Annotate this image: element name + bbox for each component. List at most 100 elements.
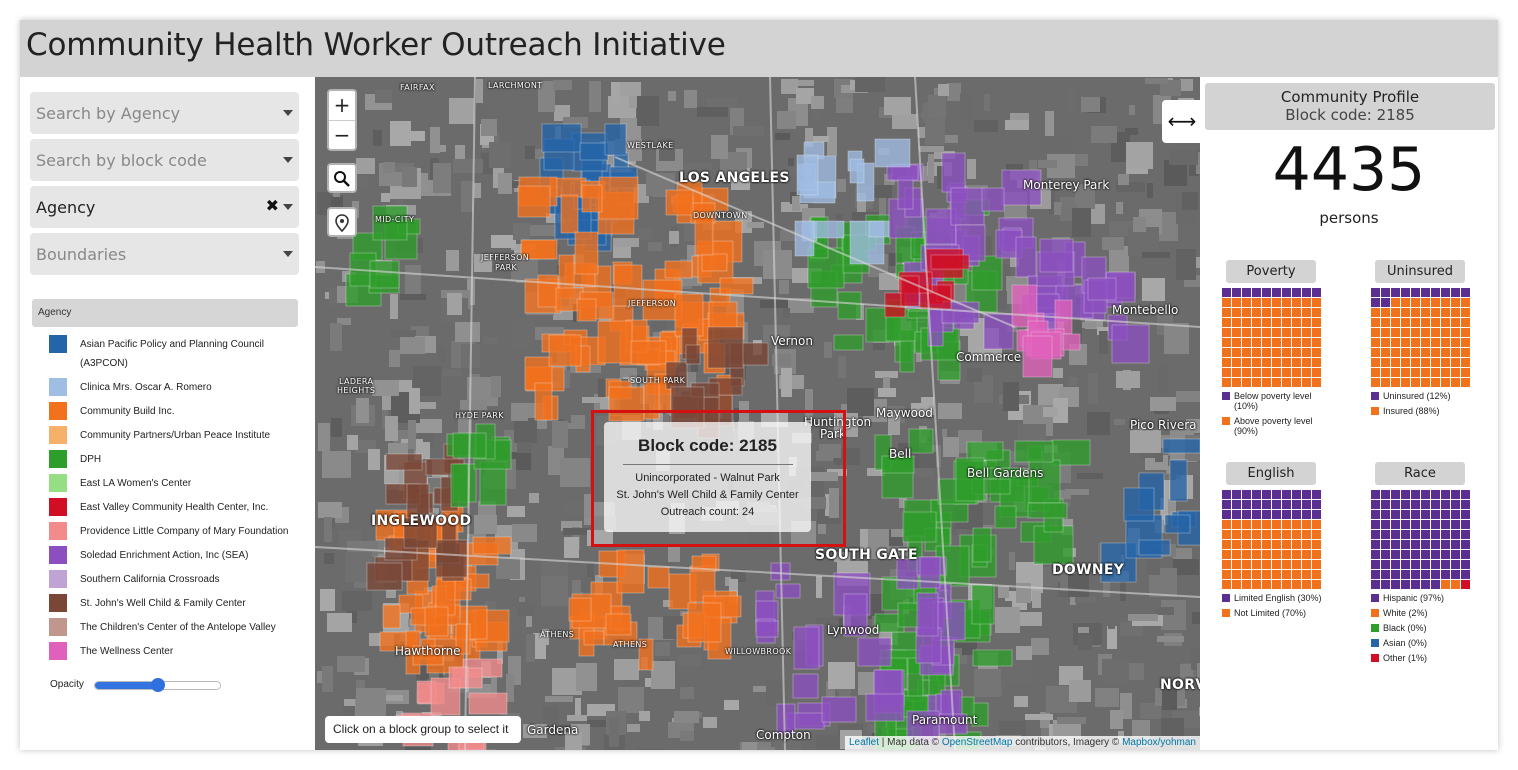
block-group-polygon[interactable]	[581, 184, 603, 213]
block-group-polygon[interactable]	[1014, 440, 1054, 463]
block-group-polygon[interactable]	[385, 453, 423, 471]
block-group-polygon[interactable]	[950, 187, 985, 226]
block-group-polygon[interactable]	[707, 326, 744, 369]
block-group-polygon[interactable]	[897, 176, 914, 210]
block-group-polygon[interactable]	[701, 253, 728, 272]
block-group-polygon[interactable]	[1100, 542, 1137, 583]
block-group-polygon[interactable]	[1022, 335, 1053, 378]
block-group-polygon[interactable]	[881, 455, 915, 474]
boundaries-select[interactable]: Boundaries	[30, 233, 299, 275]
block-group-polygon[interactable]	[811, 220, 845, 239]
block-group-polygon[interactable]	[1015, 236, 1037, 278]
opacity-slider-thumb[interactable]	[150, 678, 165, 692]
block-group-polygon[interactable]	[865, 693, 905, 722]
block-group-polygon[interactable]	[548, 334, 582, 367]
block-group-polygon[interactable]	[448, 666, 469, 689]
zoom-in-button[interactable]: +	[333, 93, 351, 117]
chevron-down-icon[interactable]	[283, 110, 293, 116]
block-code-search-select[interactable]: Search by block code	[30, 139, 299, 181]
block-group-polygon[interactable]	[616, 549, 645, 594]
chevron-down-icon[interactable]	[283, 251, 293, 257]
block-group-polygon[interactable]	[775, 583, 801, 599]
block-group-polygon[interactable]	[630, 340, 667, 365]
clear-icon[interactable]: ✖	[265, 196, 279, 215]
block-group-polygon[interactable]	[520, 239, 558, 260]
block-group-polygon[interactable]	[647, 566, 670, 589]
block-group-polygon[interactable]	[792, 673, 819, 699]
block-group-polygon[interactable]	[412, 645, 444, 666]
block-group-polygon[interactable]	[472, 536, 512, 555]
map[interactable]: FAIRFAX LARCHMONT WESTLAKE LOS ANGELES DOWNT…	[315, 77, 1200, 750]
block-group-polygon[interactable]	[1028, 459, 1061, 504]
block-group-polygon[interactable]	[605, 613, 632, 636]
block-group-polygon[interactable]	[1087, 277, 1117, 301]
block-group-polygon[interactable]	[821, 696, 857, 723]
block-group-polygon[interactable]	[857, 637, 892, 667]
map-search-button[interactable]	[327, 163, 357, 193]
block-group-polygon[interactable]	[843, 593, 868, 637]
block-group-polygon[interactable]	[919, 556, 941, 589]
block-group-polygon[interactable]	[896, 558, 919, 590]
leaflet-link[interactable]: Leaflet	[849, 737, 880, 748]
osm-link[interactable]: OpenStreetMap	[941, 737, 1013, 748]
block-group-polygon[interactable]	[541, 123, 582, 153]
block-group-polygon[interactable]	[1039, 238, 1074, 273]
expand-panel-button[interactable]: ⟷	[1162, 100, 1200, 143]
block-group-polygon[interactable]	[837, 291, 862, 320]
chevron-down-icon[interactable]	[283, 157, 293, 163]
block-group-polygon[interactable]	[613, 264, 643, 307]
block-group-polygon[interactable]	[560, 194, 579, 234]
block-group-polygon[interactable]	[691, 555, 717, 572]
block-group-polygon[interactable]	[1001, 169, 1042, 206]
block-group-polygon[interactable]	[638, 638, 654, 671]
block-group-polygon[interactable]	[369, 260, 400, 289]
block-group-polygon[interactable]	[1138, 539, 1171, 556]
block-group-polygon[interactable]	[687, 602, 722, 643]
block-group-polygon[interactable]	[796, 154, 819, 196]
locate-button[interactable]	[327, 207, 357, 237]
block-group-polygon[interactable]	[1062, 333, 1081, 351]
block-group-polygon[interactable]	[776, 703, 796, 735]
block-group-polygon[interactable]	[689, 565, 716, 603]
chevron-down-icon[interactable]	[283, 204, 293, 210]
block-group-polygon[interactable]	[403, 517, 438, 549]
block-group-polygon[interactable]	[665, 189, 694, 216]
block-group-polygon[interactable]	[568, 597, 592, 622]
block-group-polygon[interactable]	[971, 584, 995, 625]
block-group-polygon[interactable]	[1033, 525, 1074, 565]
block-group-polygon[interactable]	[685, 344, 701, 365]
block-group-polygon[interactable]	[583, 630, 605, 646]
block-group-polygon[interactable]	[908, 428, 934, 454]
mapbox-link[interactable]: Mapbox/yohman	[1122, 737, 1196, 748]
block-group-polygon[interactable]	[708, 301, 738, 330]
block-group-polygon[interactable]	[534, 382, 553, 421]
block-group-polygon[interactable]	[972, 649, 1013, 667]
block-group-polygon[interactable]	[604, 123, 627, 156]
block-group-polygon[interactable]	[994, 505, 1017, 529]
block-group-polygon[interactable]	[981, 187, 1005, 212]
block-group-polygon[interactable]	[664, 260, 693, 279]
block-group-polygon[interactable]	[868, 220, 890, 238]
block-group-polygon[interactable]	[598, 176, 639, 220]
block-group-polygon[interactable]	[916, 592, 939, 637]
block-group-polygon[interactable]	[955, 457, 985, 502]
block-group-polygon[interactable]	[468, 692, 508, 715]
block-group-polygon[interactable]	[941, 152, 966, 193]
block-group-polygon[interactable]	[608, 386, 645, 422]
block-group-polygon[interactable]	[1169, 459, 1188, 502]
block-group-polygon[interactable]	[579, 142, 609, 161]
block-group-polygon[interactable]	[574, 231, 599, 275]
block-group-polygon[interactable]	[366, 562, 403, 591]
block-group-polygon[interactable]	[755, 620, 779, 638]
block-group-polygon[interactable]	[694, 216, 714, 256]
block-group-polygon[interactable]	[966, 441, 1004, 461]
block-group-polygon[interactable]	[719, 277, 754, 295]
block-group-polygon[interactable]	[450, 463, 469, 508]
block-group-polygon[interactable]	[424, 606, 449, 637]
zoom-out-button[interactable]: −	[329, 120, 355, 149]
block-group-polygon[interactable]	[874, 138, 911, 168]
block-group-polygon[interactable]	[1123, 487, 1155, 522]
map-tiles[interactable]	[315, 77, 1200, 750]
agency-layer-select[interactable]: Agency ✖	[30, 186, 299, 228]
block-group-polygon[interactable]	[1027, 502, 1068, 519]
